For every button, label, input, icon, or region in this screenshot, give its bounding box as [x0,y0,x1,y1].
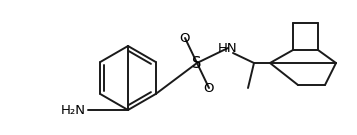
Text: HN: HN [218,41,238,55]
Text: O: O [204,82,214,94]
Text: H₂N: H₂N [61,104,86,117]
Text: O: O [180,31,190,45]
Text: S: S [192,55,202,70]
